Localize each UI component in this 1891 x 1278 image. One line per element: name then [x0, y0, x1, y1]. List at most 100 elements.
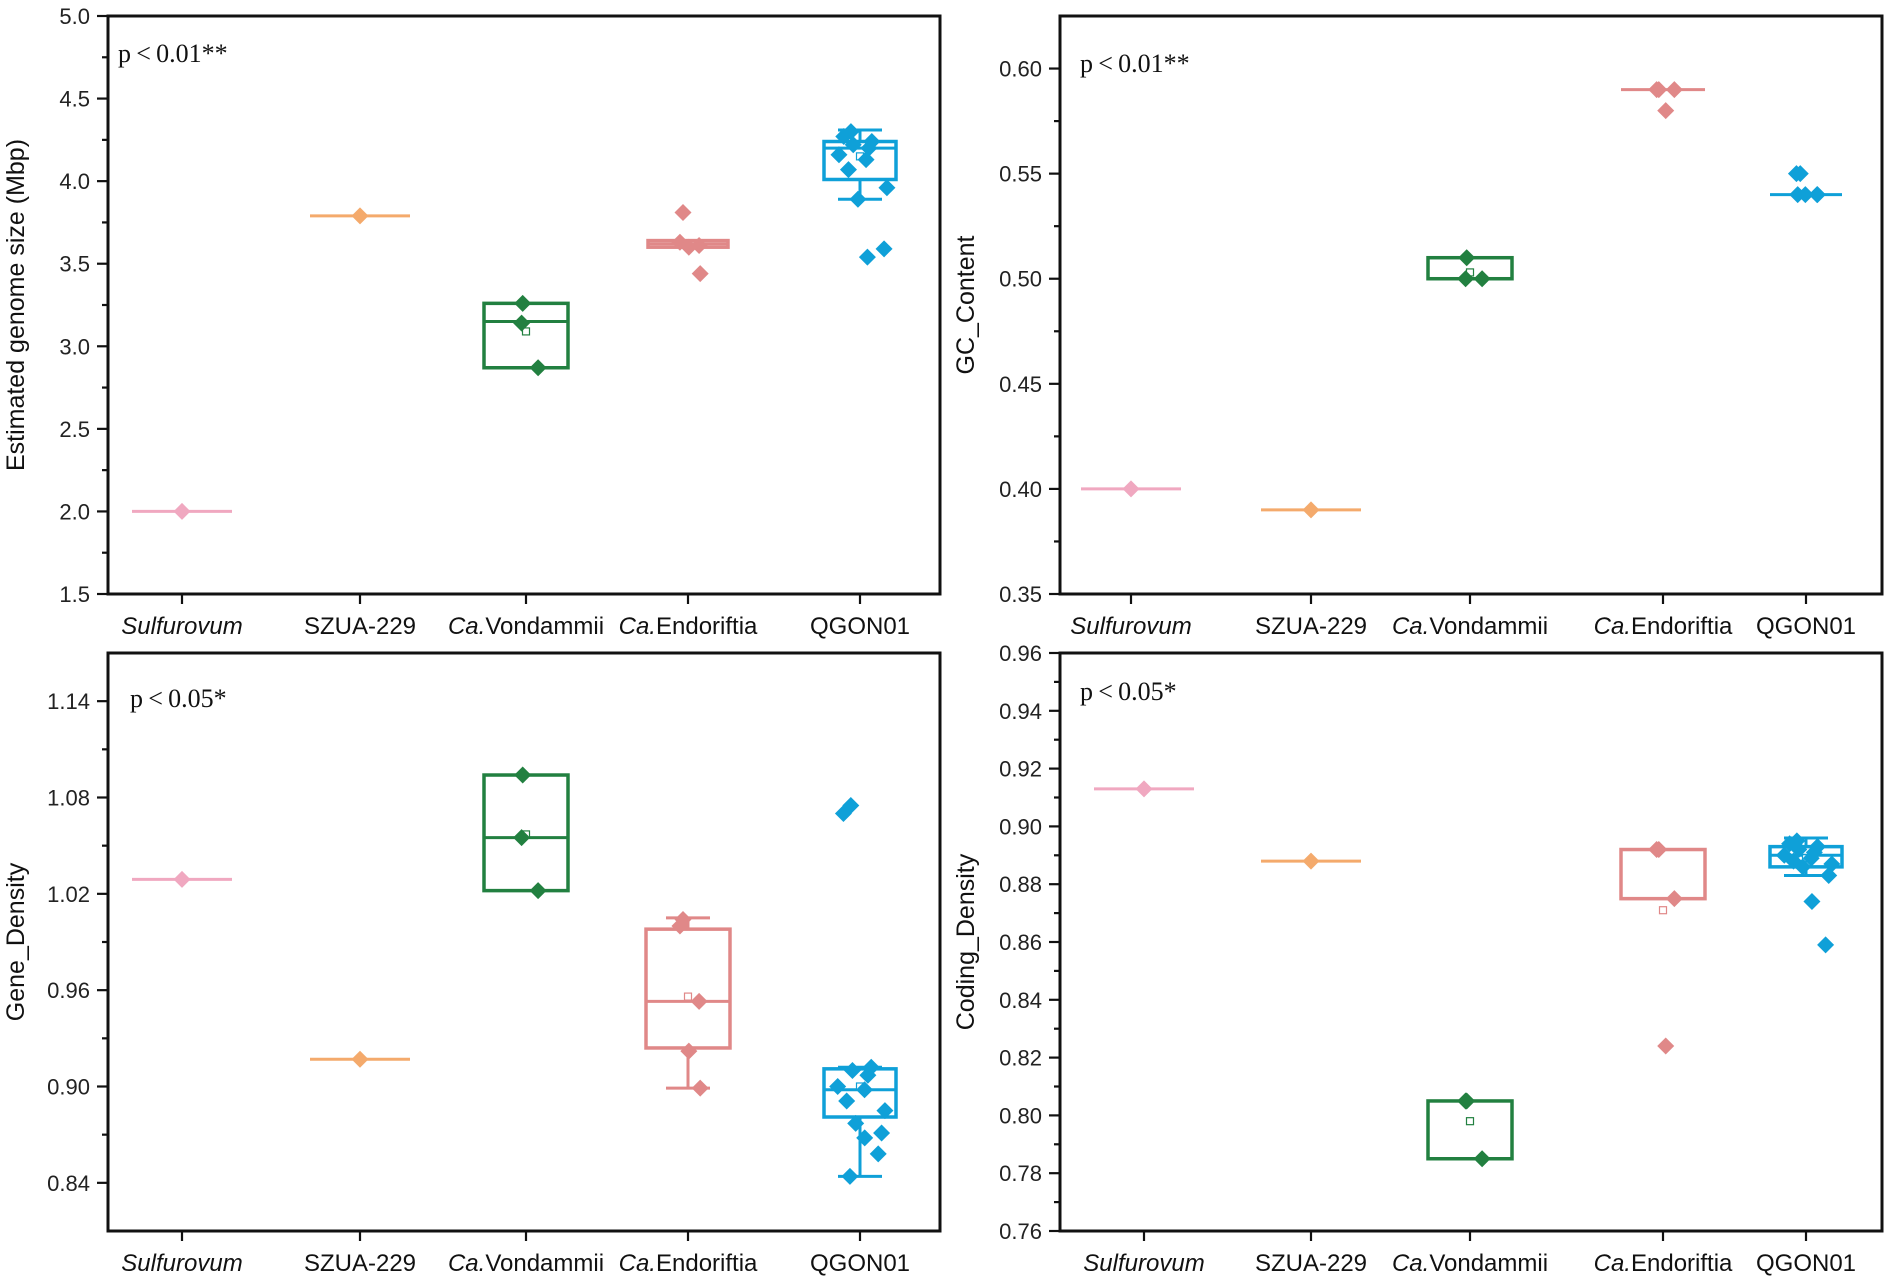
y-axis-label: GC_Content: [952, 235, 980, 374]
data-point: [875, 240, 893, 258]
data-point: [690, 237, 708, 255]
y-tick-label: 0.84: [999, 988, 1042, 1013]
y-tick-label: 4.0: [59, 169, 90, 194]
data-point: [835, 128, 853, 146]
data-point: [529, 359, 547, 377]
y-tick-label: 0.84: [47, 1171, 90, 1196]
x-tick-label: SZUA-229: [304, 613, 416, 640]
y-tick-label: 0.90: [47, 1075, 90, 1100]
y-tick-label: 1.02: [47, 882, 90, 907]
data-point: [1817, 936, 1835, 954]
data-point: [680, 1042, 698, 1060]
data-point: [691, 1079, 709, 1097]
data-point: [869, 1145, 887, 1163]
data-point: [1665, 81, 1683, 99]
y-tick-label: 0.50: [999, 267, 1042, 292]
y-tick-label: 2.0: [59, 499, 90, 524]
y-tick-label: 0.80: [999, 1103, 1042, 1128]
y-tick-label: 0.78: [999, 1161, 1042, 1186]
y-tick-label: 0.94: [999, 699, 1042, 724]
x-tick-label: QGON01: [810, 1250, 910, 1277]
data-point: [173, 502, 191, 520]
data-point: [856, 1129, 874, 1147]
mean-marker: [521, 327, 531, 336]
y-tick-label: 4.5: [59, 87, 90, 112]
data-point: [1803, 893, 1821, 911]
x-tick-label: SZUA-229: [1255, 613, 1367, 640]
mean-marker: [1658, 906, 1668, 915]
data-point: [860, 139, 878, 157]
data-point: [1802, 849, 1820, 867]
data-point: [529, 882, 547, 900]
data-point: [514, 294, 532, 312]
data-point: [830, 146, 848, 164]
y-tick-label: 3.0: [59, 334, 90, 359]
data-point: [680, 238, 698, 256]
y-tick-label: 1.14: [47, 689, 90, 714]
x-tick-label: Ca.Vondammii: [1392, 613, 1548, 640]
x-tick-label: Ca.Endoriftia: [619, 1250, 758, 1277]
data-point: [1458, 249, 1476, 267]
data-point: [859, 1066, 877, 1084]
box: [822, 1067, 898, 1119]
y-tick-label: 3.5: [59, 252, 90, 277]
y-axis-label: Gene_Density: [2, 862, 30, 1021]
y-tick-label: 2.5: [59, 417, 90, 442]
data-point: [1302, 852, 1320, 870]
data-point: [1789, 186, 1807, 204]
x-tick-label: Ca.Endoriftia: [619, 613, 758, 640]
data-point: [878, 179, 896, 197]
x-tick-label: Ca.Vondammii: [448, 1250, 604, 1277]
data-point: [1657, 1037, 1675, 1055]
data-point: [873, 1124, 891, 1142]
y-tick-label: 1.08: [47, 786, 90, 811]
data-point: [876, 1102, 894, 1120]
x-tick-label: QGON01: [810, 613, 910, 640]
data-point: [691, 265, 709, 283]
x-tick-label: Ca.Endoriftia: [1594, 613, 1733, 640]
y-tick-label: 0.40: [999, 477, 1042, 502]
data-point: [1794, 858, 1812, 876]
plot-frame: [1058, 14, 1884, 596]
data-point: [1135, 780, 1153, 798]
y-tick-label: 1.5: [59, 582, 90, 607]
data-point: [1302, 501, 1320, 519]
data-point: [513, 314, 531, 332]
data-point: [674, 204, 692, 222]
y-tick-label: 0.96: [47, 978, 90, 1003]
data-point: [841, 1167, 859, 1185]
box: [822, 139, 898, 182]
significance-annotation: p < 0.01**: [1080, 49, 1190, 78]
box: [1619, 847, 1707, 901]
x-tick-label: QGON01: [1756, 1250, 1856, 1277]
y-tick-label: 0.86: [999, 930, 1042, 955]
data-point: [1665, 890, 1683, 908]
data-point: [856, 1081, 874, 1099]
x-tick-label: Sulfurovum: [1083, 1250, 1204, 1277]
data-point: [834, 805, 852, 823]
x-tick-label: QGON01: [1756, 613, 1856, 640]
data-point: [1473, 1150, 1491, 1168]
data-point: [1457, 1092, 1475, 1110]
y-tick-label: 5.0: [59, 4, 90, 29]
x-tick-label: Sulfurovum: [121, 1250, 242, 1277]
data-point: [173, 870, 191, 888]
x-tick-label: SZUA-229: [304, 1250, 416, 1277]
y-tick-label: 0.92: [999, 757, 1042, 782]
y-tick-label: 0.82: [999, 1046, 1042, 1071]
data-point: [847, 1114, 865, 1132]
data-point: [1457, 270, 1475, 288]
y-tick-label: 0.55: [999, 162, 1042, 187]
box: [482, 301, 570, 370]
x-tick-label: Sulfurovum: [121, 613, 242, 640]
mean-marker: [1465, 1117, 1475, 1126]
data-point: [1648, 841, 1666, 859]
data-point: [1657, 102, 1675, 120]
x-tick-label: Ca.Vondammii: [448, 613, 604, 640]
data-point: [1820, 867, 1838, 885]
data-point: [857, 151, 875, 169]
data-point: [829, 1078, 847, 1095]
data-point: [838, 1092, 856, 1110]
y-axis-label: Coding_Density: [952, 853, 980, 1030]
